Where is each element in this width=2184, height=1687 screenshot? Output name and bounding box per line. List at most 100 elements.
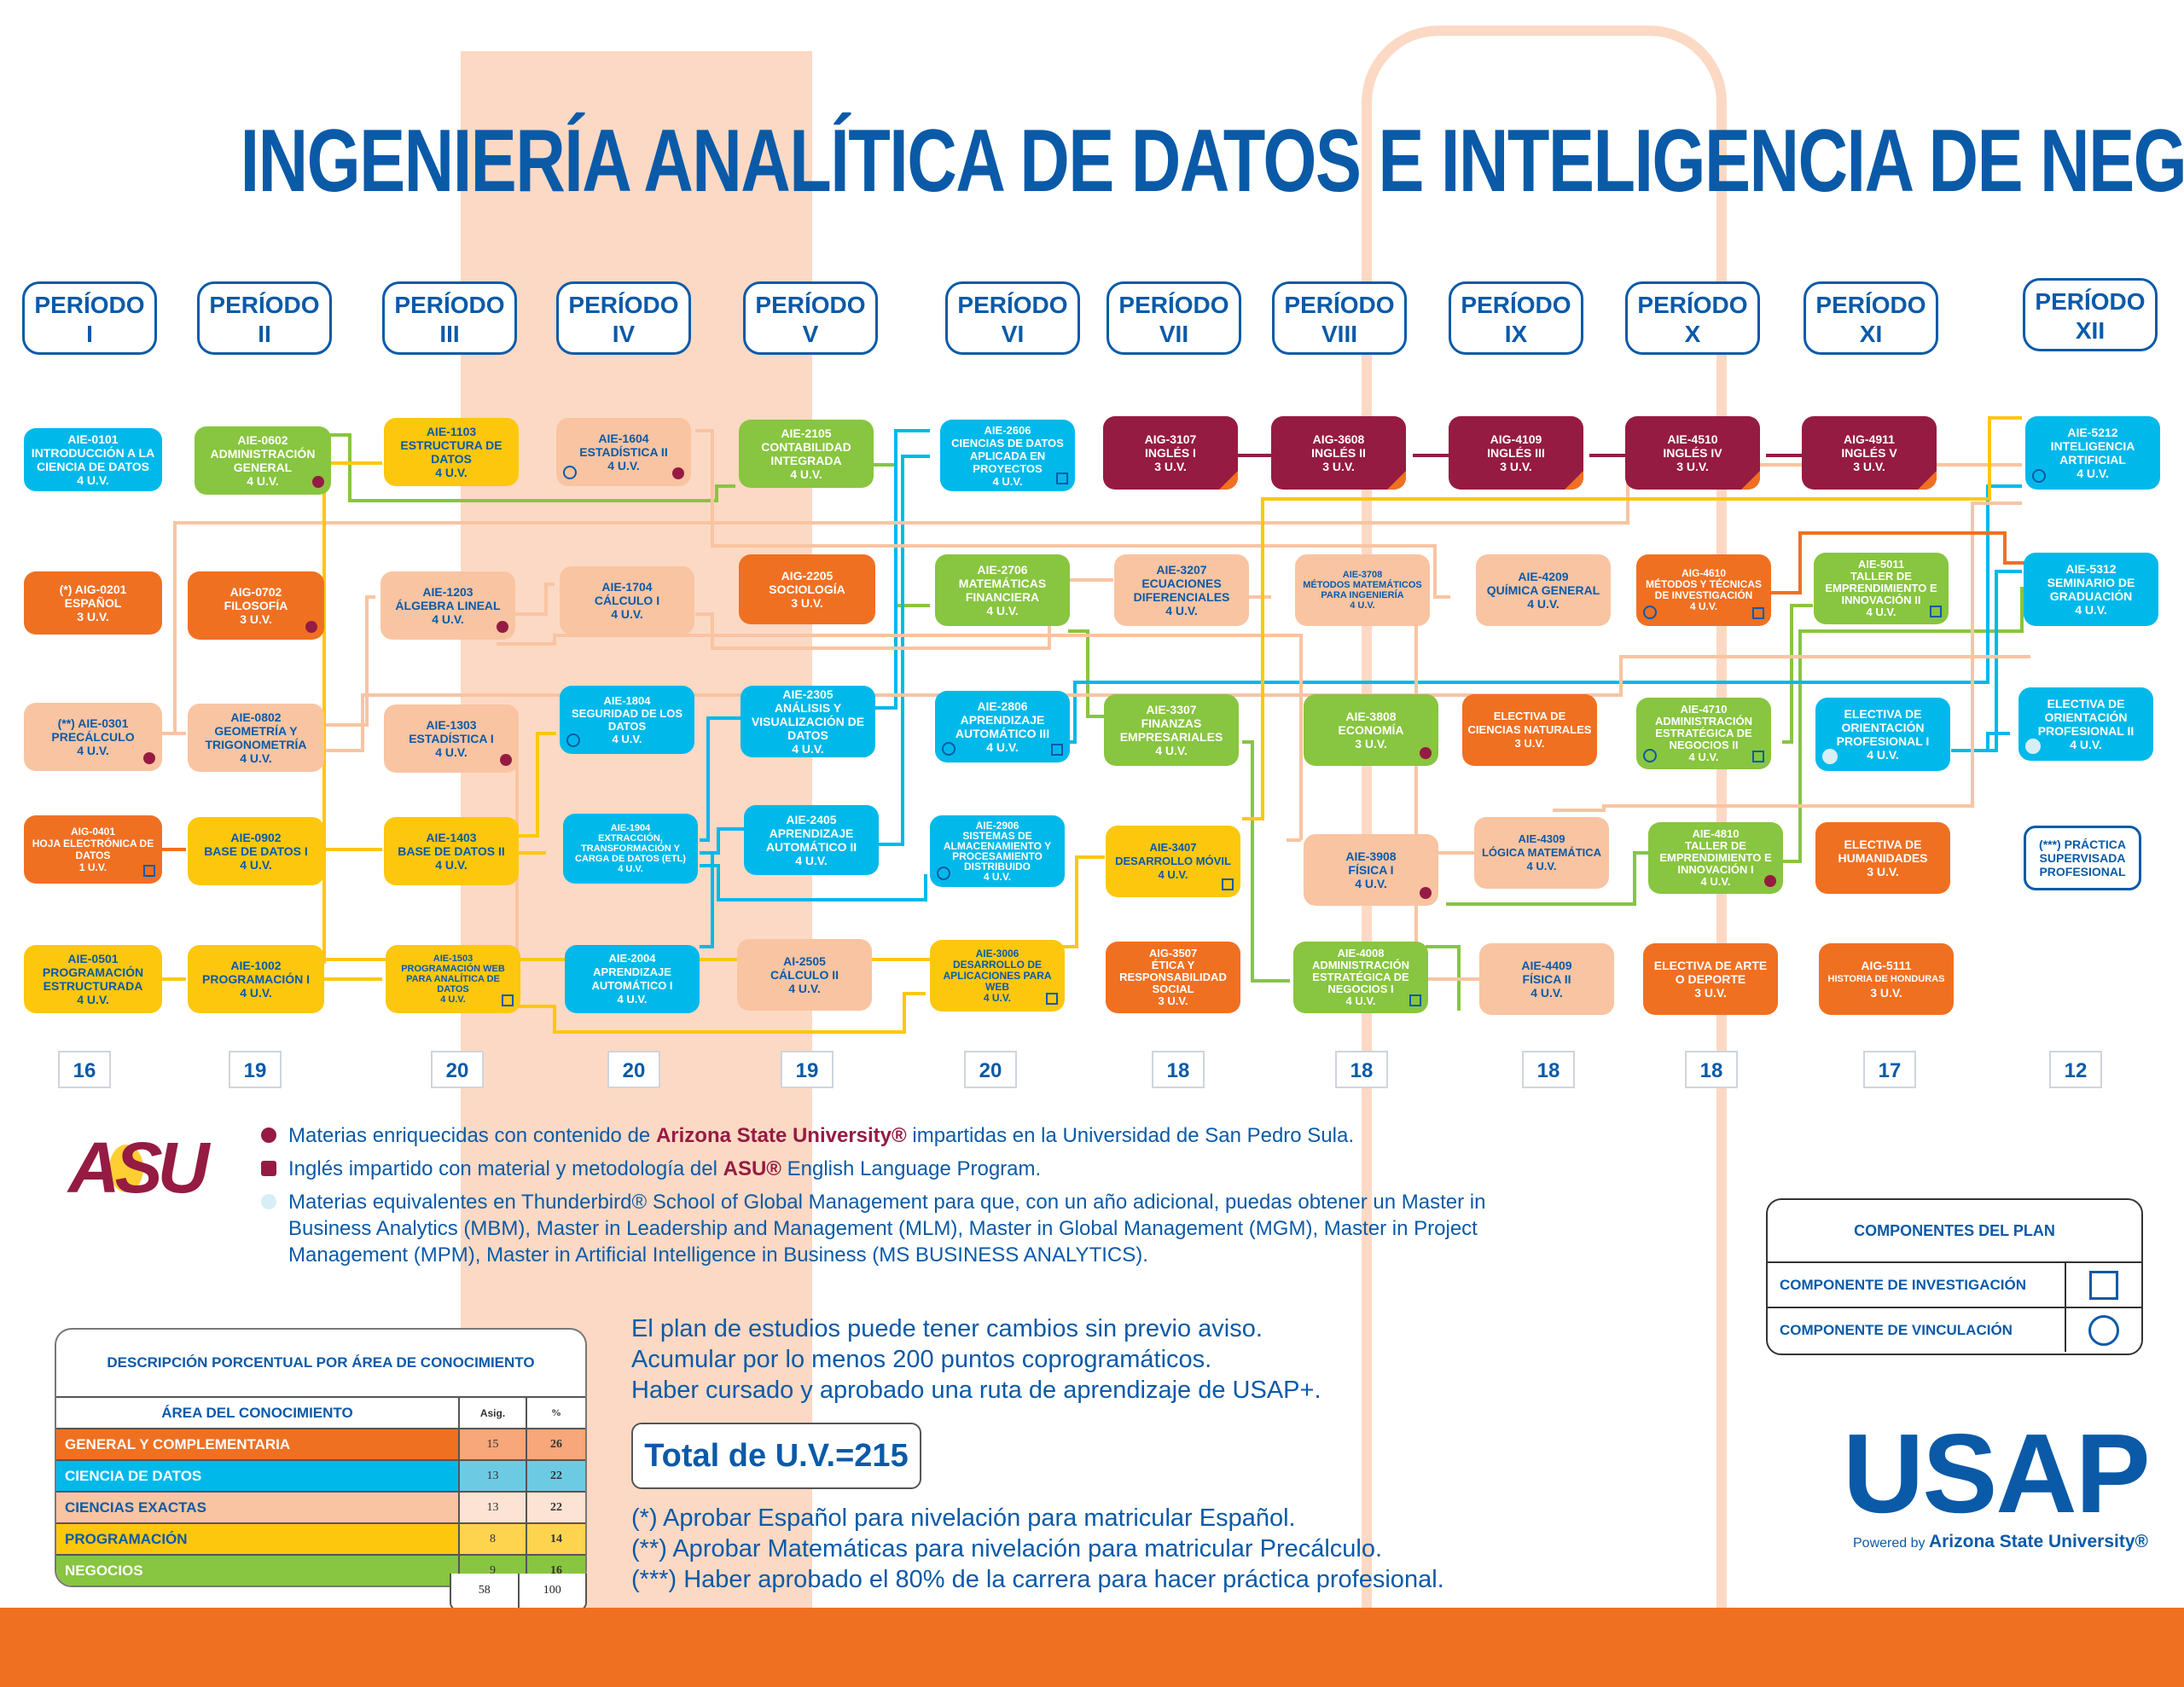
course-code: AIG-4610 bbox=[1681, 567, 1727, 579]
course-name: FÍSICA I bbox=[1348, 863, 1394, 877]
course-code: AIG-3107 bbox=[1144, 432, 1197, 446]
table-totals-row: 58 100 bbox=[450, 1574, 587, 1611]
course-code: AIE-1303 bbox=[426, 718, 477, 732]
course-aig-4610[interactable]: AIG-4610 MÉTODOS Y TÉCNICAS DE INVESTIGAC… bbox=[1636, 554, 1771, 626]
course-aie-0301[interactable]: (**) AIE-0301 PRECÁLCULO 4 U.V. bbox=[24, 703, 162, 771]
course-code: AIE-4409 bbox=[1521, 959, 1572, 972]
course-code: AIE-2606 bbox=[984, 423, 1031, 437]
course-aie-1503[interactable]: AIE-1503 PROGRAMACIÓN WEB PARA ANALÍTICA … bbox=[386, 945, 520, 1013]
course-name: DESARROLLO DE APLICACIONES PARA WEB bbox=[943, 958, 1052, 993]
asu-dot-icon bbox=[305, 621, 317, 633]
course-aie-5212[interactable]: AIE-5212 INTELIGENCIA ARTIFICIAL 4 U.V. bbox=[2025, 416, 2160, 490]
course-aie-3808[interactable]: AIE-3808 ECONOMÍA 3 U.V. bbox=[1304, 694, 1438, 766]
course-aie-4710[interactable]: AIE-4710 ADMINISTRACIÓN ESTRATÉGICA DE NE… bbox=[1636, 698, 1771, 769]
course-name: EXTRACCIÓN, TRANSFORMACIÓN Y CARGA DE DA… bbox=[575, 833, 686, 864]
course-aie-0802[interactable]: AIE-0802 GEOMETRÍA Y TRIGONOMETRÍA 4 U.V. bbox=[188, 704, 324, 772]
course-aie-2305[interactable]: AIE-2305 ANÁLISIS Y VISUALIZACIÓN DE DATO… bbox=[741, 686, 875, 757]
course-aie-2906[interactable]: AIE-2906 SISTEMAS DE ALMACENAMIENTO Y PRO… bbox=[930, 815, 1065, 887]
course-electiva-orientacion-profesional-2[interactable]: ELECTIVA DE ORIENTACIÓN PROFESIONAL II 4 … bbox=[2018, 687, 2153, 761]
course-aie-0602[interactable]: AIE-0602 ADMINISTRACIÓN GENERAL 4 U.V. bbox=[195, 426, 331, 495]
course-code: AIE-3006 bbox=[975, 947, 1019, 959]
course-credits: 4 U.V. bbox=[1700, 875, 1731, 888]
course-aie-2405[interactable]: AIE-2405 APRENDIZAJE AUTOMÁTICO II 4 U.V. bbox=[744, 805, 879, 875]
course-credits: 4 U.V. bbox=[77, 473, 109, 487]
outreach-circle-icon bbox=[942, 742, 956, 756]
course-aie-2105[interactable]: AIE-2105 CONTABILIDAD INTEGRADA 4 U.V. bbox=[739, 420, 874, 488]
course-aig-3608[interactable]: AIG-3608 INGLÉS II 3 U.V. bbox=[1271, 416, 1406, 490]
course-aie-4510[interactable]: AIE-4510 INGLÉS IV 3 U.V. bbox=[1625, 416, 1760, 490]
course-code: AIE-3407 bbox=[1149, 841, 1197, 854]
table-row: CIENCIA DE DATOS 13 22 bbox=[56, 1459, 585, 1492]
course-aie-3006[interactable]: AIE-3006 DESARROLLO DE APLICACIONES PARA … bbox=[930, 940, 1065, 1012]
course-aie-1203[interactable]: AIE-1203 ÁLGEBRA LINEAL 4 U.V. bbox=[380, 571, 515, 640]
course-aie-1804[interactable]: AIE-1804 SEGURIDAD DE LOS DATOS 4 U.V. bbox=[560, 686, 694, 754]
course-aie-5011[interactable]: AIE-5011 TALLER DE EMPRENDIMIENTO E INNOV… bbox=[1814, 553, 1949, 624]
course-aie-4008[interactable]: AIE-4008 ADMINISTRACIÓN ESTRATÉGICA DE NE… bbox=[1293, 942, 1428, 1013]
course-aig-0401[interactable]: AIG-0401 HOJA ELECTRÓNICA DE DATOS 1 U.V. bbox=[24, 815, 162, 884]
page-title: INGENIERÍA ANALÍTICA DE DATOS E INTELIGE… bbox=[240, 112, 2184, 211]
course-name: ANÁLISIS Y VISUALIZACIÓN DE DATOS bbox=[751, 701, 865, 742]
course-name: LÓGICA MATEMÁTICA bbox=[1481, 846, 1602, 859]
course-name: INGLÉS III bbox=[1487, 446, 1545, 460]
course-aig-0702[interactable]: AIG-0702 FILOSOFÍA 3 U.V. bbox=[188, 571, 324, 640]
course-aig-4109[interactable]: AIG-4109 INGLÉS III 3 U.V. bbox=[1449, 416, 1583, 490]
course-aie-0101[interactable]: AIE-0101 INTRODUCCIÓN A LA CIENCIA DE DAT… bbox=[24, 428, 162, 491]
course-code: AIE-2806 bbox=[977, 699, 1028, 713]
course-practica-supervisada[interactable]: (***) PRÁCTICA SUPERVISADA PROFESIONAL bbox=[2024, 826, 2141, 890]
period-label: PERÍODO bbox=[1461, 292, 1571, 318]
footnotes: (*) Aprobar Español para nivelación para… bbox=[631, 1503, 1444, 1595]
course-credits: 4 U.V. bbox=[986, 740, 1019, 754]
course-electiva-arte-deporte[interactable]: ELECTIVA DE ARTE O DEPORTE 3 U.V. bbox=[1643, 943, 1778, 1015]
course-aie-3207[interactable]: AIE-3207 ECUACIONES DIFERENCIALES 4 U.V. bbox=[1114, 554, 1249, 626]
course-aie-2706[interactable]: AIE-2706 MATEMÁTICAS FINANCIERA 4 U.V. bbox=[935, 554, 1070, 626]
course-aie-1103[interactable]: AIE-1103 ESTRUCTURA DE DATOS 4 U.V. bbox=[384, 418, 519, 486]
course-aie-1403[interactable]: AIE-1403 BASE DE DATOS II 4 U.V. bbox=[384, 817, 519, 885]
course-aig-2205[interactable]: AIG-2205 SOCIOLOGÍA 3 U.V. bbox=[739, 554, 875, 624]
course-aie-4409[interactable]: AIE-4409 FÍSICA II 4 U.V. bbox=[1479, 943, 1614, 1015]
course-name: MÉTODOS MATEMÁTICOS PARA INGENIERÍA bbox=[1303, 580, 1422, 600]
area-pct: 14 bbox=[526, 1522, 585, 1555]
course-aie-3407[interactable]: AIE-3407 DESARROLLO MÓVIL 4 U.V. bbox=[1106, 826, 1240, 897]
course-electiva-humanidades[interactable]: ELECTIVA DE HUMANIDADES 3 U.V. bbox=[1815, 822, 1950, 894]
course-aie-1604[interactable]: AIE-1604 ESTADÍSTICA II 4 U.V. bbox=[556, 418, 691, 486]
course-name: INGLÉS IV bbox=[1663, 446, 1722, 460]
course-aie-3307[interactable]: AIE-3307 FINANZAS EMPRESARIALES 4 U.V. bbox=[1104, 694, 1239, 766]
period-label: PERÍODO bbox=[1815, 292, 1926, 318]
course-code: AIE-3808 bbox=[1345, 710, 1397, 723]
course-aie-3708[interactable]: AIE-3708 MÉTODOS MATEMÁTICOS PARA INGENIE… bbox=[1295, 554, 1430, 626]
course-aie-4810[interactable]: AIE-4810 TALLER DE EMPRENDIMIENTO E INNOV… bbox=[1648, 822, 1783, 894]
course-aig-3507[interactable]: AIG-3507 ÉTICA Y RESPONSABILIDAD SOCIAL 3 … bbox=[1106, 942, 1240, 1013]
period-credits-8: 18 bbox=[1335, 1051, 1388, 1088]
course-aie-2606[interactable]: AIE-2606 CIENCIAS DE DATOS APLICADA EN PR… bbox=[940, 420, 1075, 491]
course-aie-4309[interactable]: AIE-4309 LÓGICA MATEMÁTICA 4 U.V. bbox=[1474, 817, 1609, 889]
course-aie-5312[interactable]: AIE-5312 SEMINARIO DE GRADUACIÓN 4 U.V. bbox=[2024, 553, 2158, 626]
period-header-2: PERÍODO II bbox=[197, 281, 332, 355]
course-aig-0201[interactable]: (*) AIG-0201 ESPAÑOL 3 U.V. bbox=[24, 571, 162, 635]
course-credits: 3 U.V. bbox=[240, 612, 272, 626]
period-label: PERÍODO bbox=[568, 292, 679, 318]
course-ai-2505[interactable]: AI-2505 CÁLCULO II 4 U.V. bbox=[737, 939, 872, 1011]
course-name: QUÍMICA GENERAL bbox=[1486, 583, 1600, 597]
course-credits: 4 U.V. bbox=[790, 467, 822, 481]
course-electiva-ciencias-naturales[interactable]: ELECTIVA DE CIENCIAS NATURALES 3 U.V. bbox=[1462, 694, 1597, 766]
course-aig-5111[interactable]: AIG-5111 HISTORIA DE HONDURAS 3 U.V. bbox=[1819, 943, 1954, 1015]
course-aie-0501[interactable]: AIE-0501 PROGRAMACIÓN ESTRUCTURADA 4 U.V. bbox=[24, 945, 162, 1013]
footnote: (**) Aprobar Matemáticas para nivelación… bbox=[631, 1535, 1383, 1562]
course-aie-2806[interactable]: AIE-2806 APRENDIZAJE AUTOMÁTICO III 4 U.V. bbox=[935, 691, 1070, 762]
course-credits: 1 U.V. bbox=[78, 861, 107, 873]
course-code: AIE-1704 bbox=[601, 580, 653, 594]
maroon-square-icon bbox=[261, 1161, 276, 1176]
course-aie-1904[interactable]: AIE-1904 EXTRACCIÓN, TRANSFORMACIÓN Y CAR… bbox=[563, 814, 698, 884]
period-credits-2: 19 bbox=[229, 1051, 282, 1088]
course-aie-4209[interactable]: AIE-4209 QUÍMICA GENERAL 4 U.V. bbox=[1476, 554, 1611, 626]
course-code: AIE-2405 bbox=[786, 813, 837, 826]
